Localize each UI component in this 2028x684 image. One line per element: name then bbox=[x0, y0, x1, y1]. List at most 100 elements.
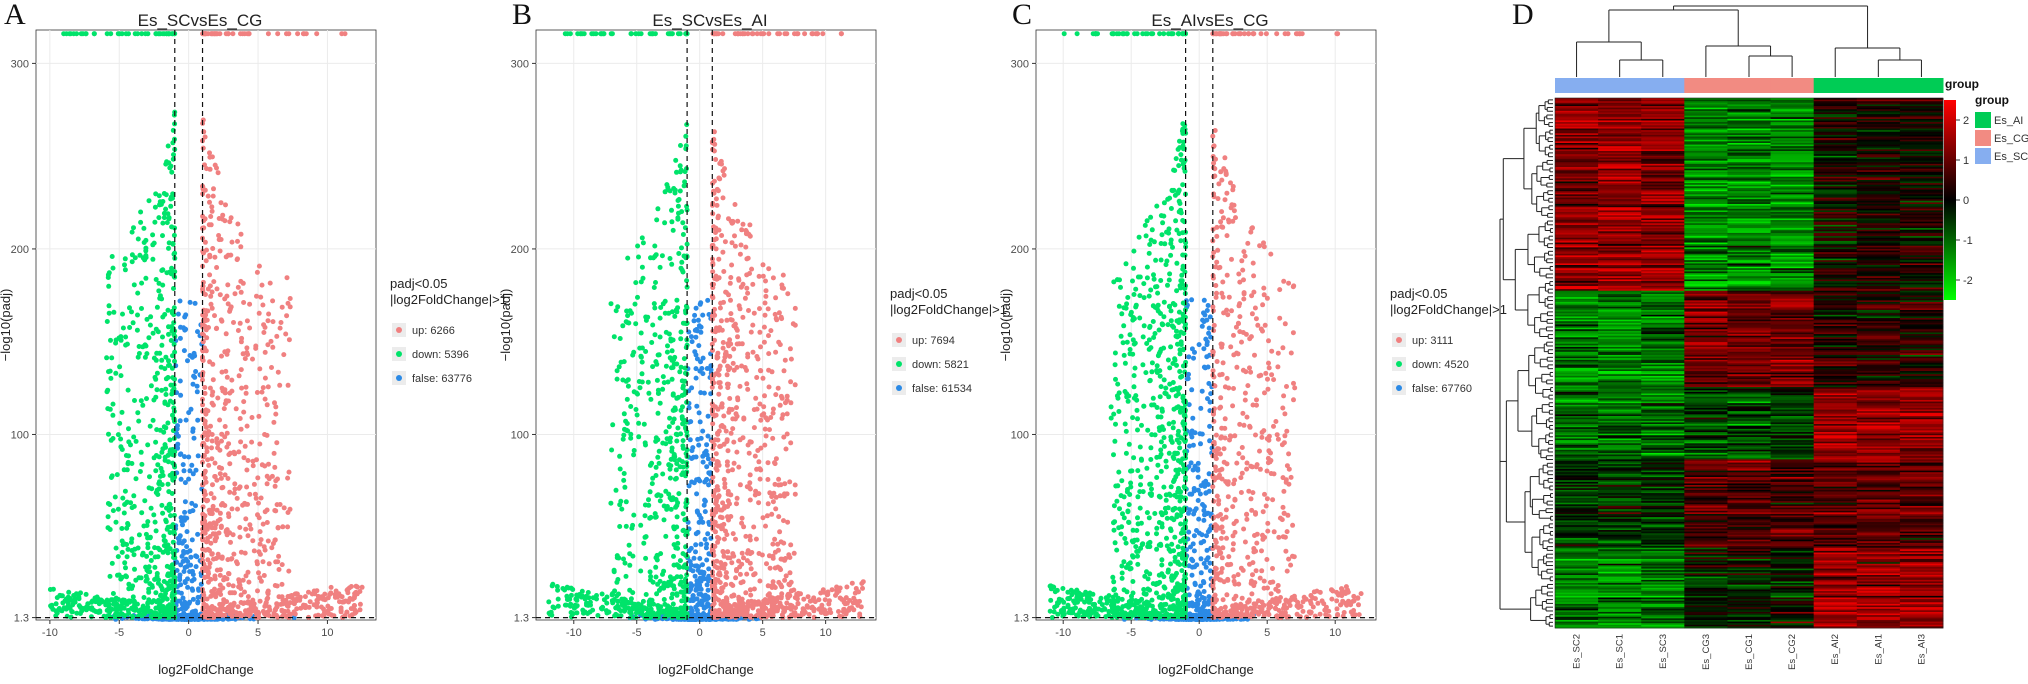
point-up bbox=[849, 580, 855, 586]
point-false bbox=[694, 583, 700, 588]
point-up bbox=[801, 596, 807, 602]
point-up bbox=[779, 584, 785, 590]
point-down bbox=[115, 554, 121, 560]
point-up bbox=[721, 269, 727, 274]
point-up bbox=[253, 343, 259, 349]
point-up bbox=[272, 583, 278, 588]
point-up bbox=[781, 285, 786, 291]
point-up bbox=[781, 434, 787, 440]
point-up bbox=[245, 594, 251, 600]
point-up bbox=[747, 587, 753, 593]
point-up bbox=[788, 356, 794, 362]
point-up bbox=[770, 410, 776, 416]
point-up bbox=[355, 584, 360, 590]
point-up bbox=[245, 533, 251, 539]
point-up bbox=[256, 500, 261, 506]
point-up bbox=[765, 460, 771, 466]
point-up bbox=[205, 546, 211, 552]
point-up bbox=[756, 459, 762, 465]
point-down bbox=[641, 421, 647, 427]
point-up bbox=[248, 526, 254, 532]
point-up bbox=[262, 509, 268, 515]
point-up bbox=[720, 613, 726, 619]
point-up bbox=[208, 593, 214, 599]
point-down bbox=[156, 486, 162, 492]
point-up bbox=[272, 537, 278, 543]
point-false bbox=[182, 509, 188, 515]
point-down bbox=[128, 539, 134, 545]
point-down bbox=[650, 579, 656, 585]
point-down bbox=[146, 564, 152, 570]
point-down bbox=[680, 511, 686, 517]
point-down bbox=[662, 220, 668, 226]
point-down bbox=[140, 402, 146, 408]
point-false bbox=[699, 569, 705, 575]
point-down bbox=[156, 454, 162, 460]
point-false bbox=[693, 334, 699, 340]
point-up bbox=[716, 175, 722, 181]
point-up bbox=[731, 346, 737, 352]
point-false bbox=[703, 448, 709, 454]
point-down bbox=[137, 252, 143, 258]
point-false bbox=[700, 312, 706, 318]
point-up bbox=[276, 567, 282, 572]
point-up bbox=[737, 251, 743, 257]
point-up bbox=[724, 317, 730, 323]
point-up bbox=[208, 222, 214, 228]
point-down bbox=[166, 245, 171, 251]
point-down bbox=[657, 400, 663, 406]
point-down bbox=[681, 356, 687, 362]
point-false bbox=[698, 390, 704, 396]
point-up bbox=[746, 450, 752, 456]
point-up bbox=[258, 537, 264, 543]
point-down bbox=[105, 600, 111, 606]
point-up bbox=[209, 154, 215, 160]
point-false bbox=[693, 305, 699, 311]
point-down bbox=[671, 553, 676, 559]
point-up bbox=[269, 365, 274, 370]
point-up bbox=[747, 472, 753, 478]
point-down bbox=[88, 614, 94, 620]
point-up bbox=[735, 395, 741, 401]
point-false bbox=[692, 327, 698, 333]
point-up bbox=[301, 602, 306, 608]
point-up bbox=[272, 464, 278, 470]
point-down bbox=[621, 477, 627, 483]
point-up bbox=[238, 278, 244, 284]
point-up bbox=[736, 303, 742, 309]
point-down bbox=[131, 434, 137, 440]
point-up bbox=[256, 515, 262, 521]
point-up bbox=[717, 384, 723, 390]
point-down bbox=[157, 293, 163, 299]
point-false bbox=[178, 392, 184, 398]
point-up bbox=[740, 314, 746, 320]
point-up bbox=[256, 413, 262, 419]
point-false bbox=[174, 445, 180, 450]
point-up bbox=[806, 612, 812, 617]
point-up bbox=[730, 583, 736, 588]
point-up bbox=[754, 466, 760, 472]
point-up bbox=[262, 324, 268, 330]
point-up bbox=[745, 604, 751, 610]
point-up bbox=[713, 465, 719, 471]
point-down bbox=[661, 597, 667, 602]
point-up bbox=[725, 488, 731, 494]
point-up bbox=[247, 301, 253, 307]
point-down bbox=[107, 573, 113, 579]
x-axis-label: log2FoldChange bbox=[158, 662, 253, 677]
point-up bbox=[224, 608, 230, 614]
point-false bbox=[195, 599, 201, 605]
point-up bbox=[740, 221, 746, 227]
point-up bbox=[351, 595, 357, 601]
point-down bbox=[127, 305, 132, 311]
point-up bbox=[761, 404, 767, 410]
point-false bbox=[696, 410, 702, 416]
point-false bbox=[688, 562, 694, 568]
point-up bbox=[736, 464, 742, 470]
point-down bbox=[152, 545, 158, 551]
point-up bbox=[334, 594, 340, 600]
point-up bbox=[736, 341, 742, 347]
point-up bbox=[254, 561, 260, 567]
point-down bbox=[135, 410, 141, 416]
point-up bbox=[774, 317, 780, 323]
